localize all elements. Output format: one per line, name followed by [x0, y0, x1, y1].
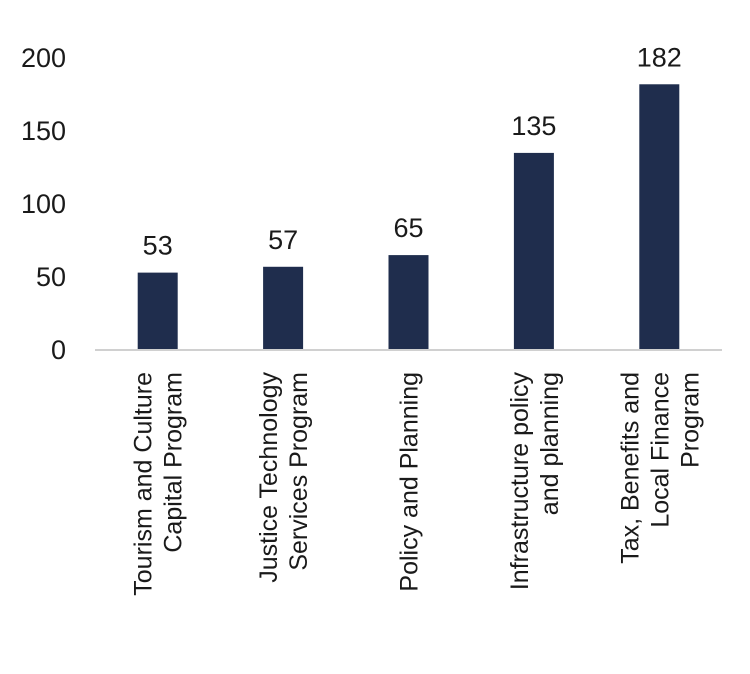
x-category-label-line: Infrastructure policy [506, 372, 534, 591]
data-label: 135 [511, 111, 556, 141]
x-category-label: Tax, Benefits and Local Finance Program [616, 372, 704, 564]
bar [639, 84, 680, 350]
y-axis: 0 50 100 150 200 [21, 43, 66, 365]
bar [263, 266, 304, 350]
bars [137, 84, 680, 350]
x-category-label-line: Local Finance [646, 372, 674, 528]
bar [137, 272, 178, 350]
x-category-label: Justice Technology Services Program [255, 372, 313, 583]
x-category-label-line: Services Program [285, 372, 313, 571]
x-category-label-line: Justice Technology [255, 372, 283, 583]
x-category-label-line: Capital Program [160, 372, 188, 553]
x-category-label-line: Policy and Planning [396, 372, 424, 592]
x-category-label-line: Program [676, 372, 704, 468]
x-category-label: Infrastructure policy and planning [506, 372, 564, 591]
x-category-label-line: and planning [536, 372, 564, 515]
x-axis-labels: Tourism and Culture Capital Program Justic… [130, 372, 705, 596]
x-category-label: Policy and Planning [396, 372, 424, 592]
bar [513, 152, 554, 350]
data-label: 57 [268, 225, 298, 255]
x-category-label-line: Tourism and Culture [130, 372, 158, 596]
data-label: 53 [143, 231, 173, 261]
y-tick-label: 50 [36, 262, 66, 292]
y-tick-label: 100 [21, 189, 66, 219]
data-label: 65 [393, 213, 423, 243]
y-tick-label: 200 [21, 43, 66, 73]
x-category-label: Tourism and Culture Capital Program [130, 372, 188, 596]
data-label: 182 [637, 42, 682, 72]
data-labels: 53 57 65 135 182 [143, 42, 682, 260]
y-tick-label: 150 [21, 116, 66, 146]
x-category-label-line: Tax, Benefits and [616, 372, 644, 564]
y-tick-label: 0 [51, 335, 66, 365]
bar [388, 255, 429, 350]
